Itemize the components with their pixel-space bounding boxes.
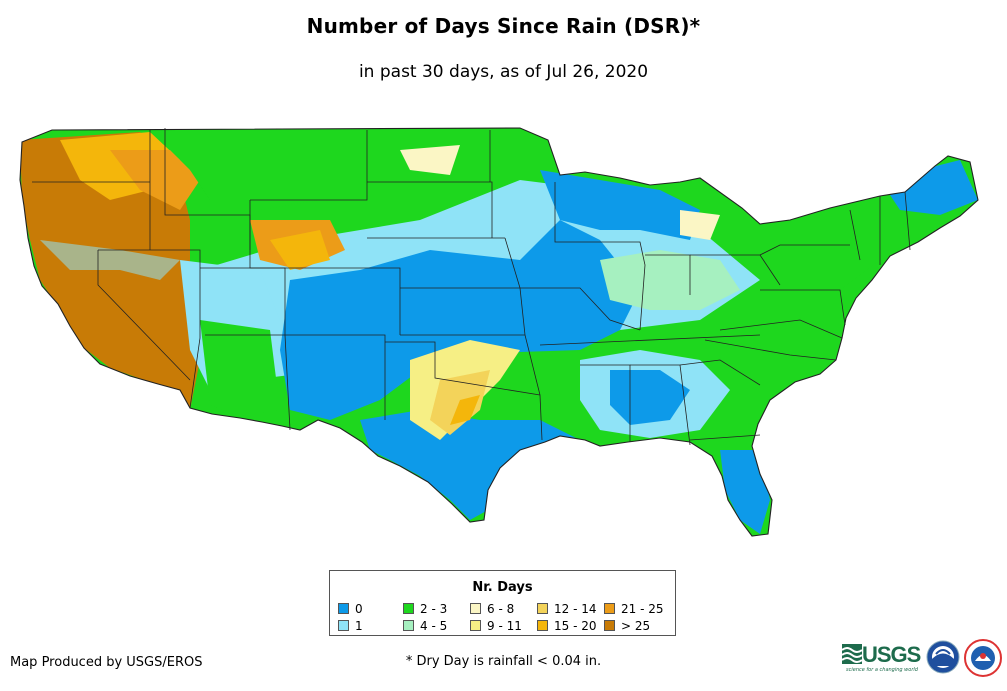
legend-label: 21 - 25: [621, 602, 664, 616]
map-subtitle: in past 30 days, as of Jul 26, 2020: [358, 62, 649, 82]
agency-logos: USGS science for a changing world: [842, 638, 1004, 678]
usgs-tagline: science for a changing world: [846, 667, 918, 673]
legend-item-5: 9 - 11: [470, 619, 522, 633]
legend-label: 6 - 8: [487, 602, 515, 616]
legend-swatch: [604, 603, 615, 614]
legend-swatch: [604, 620, 615, 631]
map-title: Number of Days Since Rain (DSR)*: [306, 14, 701, 38]
legend-swatch: [338, 620, 349, 631]
legend-item-1: 1: [338, 619, 363, 633]
legend-label: 2 - 3: [420, 602, 448, 616]
legend-item-4: 6 - 8: [470, 602, 514, 616]
legend-item-9: > 25: [604, 619, 650, 633]
legend-label: > 25: [621, 619, 651, 633]
footnote: * Dry Day is rainfall < 0.04 in.: [405, 654, 602, 669]
legend-title: Nr. Days: [472, 580, 533, 595]
usgs-logo: USGS: [862, 642, 921, 667]
legend-swatch: [470, 603, 481, 614]
legend-item-3: 4 - 5: [403, 619, 447, 633]
dsr-map: [0, 120, 1007, 550]
legend-label: 9 - 11: [487, 619, 522, 633]
legend-swatch: [338, 603, 349, 614]
legend-item-8: 21 - 25: [604, 602, 664, 616]
legend-label: 12 - 14: [554, 602, 597, 616]
legend-label: 1: [355, 619, 363, 633]
legend-item-6: 12 - 14: [537, 602, 597, 616]
legend-label: 4 - 5: [420, 619, 448, 633]
legend-item-0: 0: [338, 602, 363, 616]
nws-logo-icon: [964, 639, 1002, 677]
noaa-logo-icon: [926, 640, 960, 674]
legend-swatch: [537, 620, 548, 631]
legend-swatch: [403, 603, 414, 614]
us-outline: [19, 127, 979, 537]
state-boundaries: [32, 128, 911, 446]
legend-swatch: [470, 620, 481, 631]
legend-label: 15 - 20: [554, 619, 597, 633]
legend-swatch: [537, 603, 548, 614]
legend: Nr. Days 0 1 2 - 3 4 - 5 6 - 8 9 - 11 12…: [329, 570, 676, 636]
legend-swatch: [403, 620, 414, 631]
legend-item-7: 15 - 20: [537, 619, 597, 633]
map-credit: Map Produced by USGS/EROS: [10, 655, 203, 670]
legend-label: 0: [355, 602, 363, 616]
legend-item-2: 2 - 3: [403, 602, 447, 616]
usgs-wave-icon: [842, 644, 862, 664]
